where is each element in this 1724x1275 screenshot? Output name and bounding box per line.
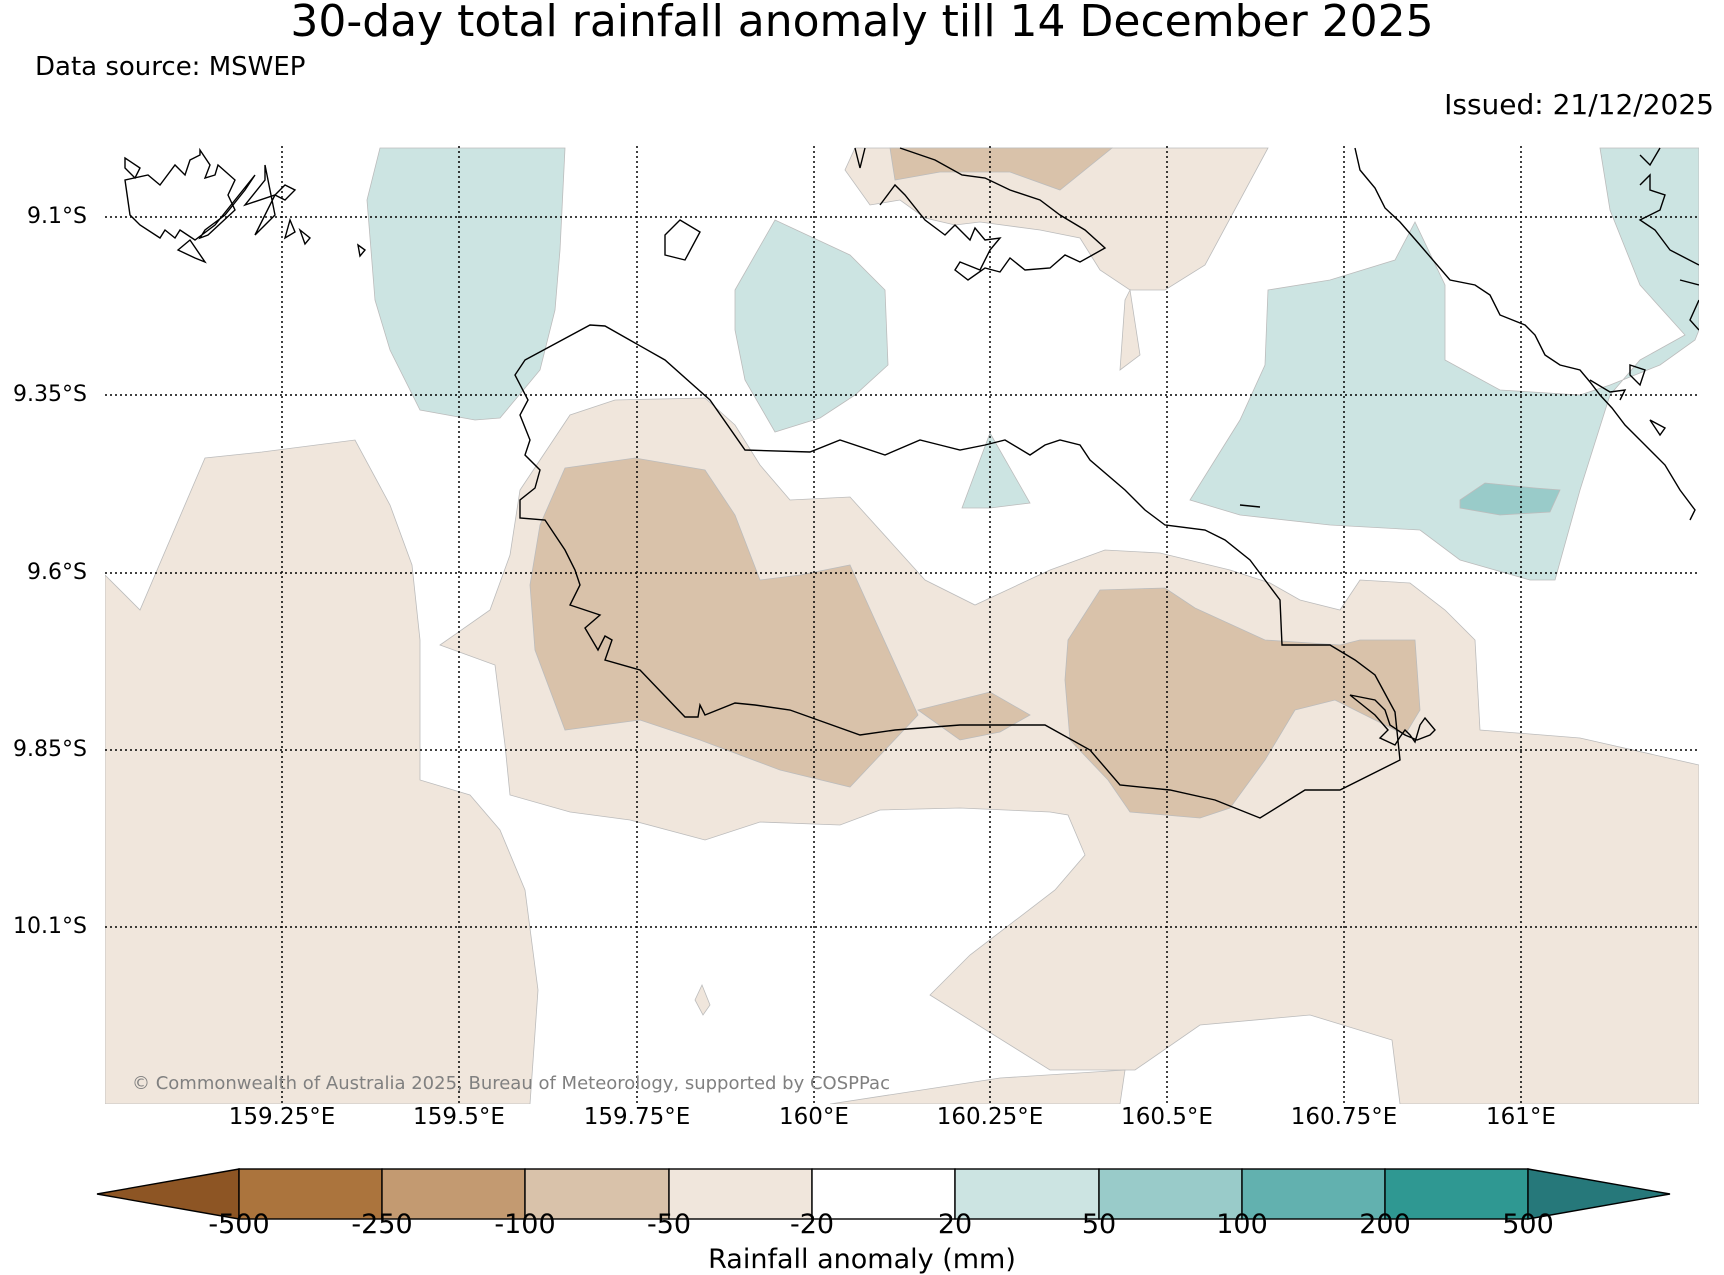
data-source: Data source: MSWEP [35, 52, 306, 82]
anomaly-medium-teal [1459, 482, 1561, 516]
colorbar-bin [1241, 1168, 1386, 1220]
lon-label: 160.75°E [1290, 1104, 1398, 1130]
colorbar-label: 100 [1216, 1209, 1268, 1240]
colorbar-label: -50 [646, 1209, 692, 1240]
lon-label: 160.25°E [936, 1104, 1044, 1130]
lat-label: 10.1°S [13, 914, 87, 939]
anomaly-light-teal [366, 147, 1699, 581]
gridlines [105, 146, 1699, 1104]
colorbar-title: Rainfall anomaly (mm) [708, 1244, 1016, 1275]
coastline [124, 147, 1699, 819]
colorbar-extend-high [1527, 1168, 1671, 1220]
copyright-notice: © Commonwealth of Australia 2025, Bureau… [132, 1073, 890, 1094]
lon-label: 161°E [1486, 1104, 1556, 1130]
lat-label: 9.1°S [27, 204, 87, 229]
lon-label: 159.25°E [228, 1104, 336, 1130]
lon-label: 160°E [779, 1104, 849, 1130]
colorbar-bin [1384, 1168, 1529, 1220]
colorbar-label: -100 [494, 1209, 556, 1240]
colorbar-label: -20 [789, 1209, 835, 1240]
colorbar-label: -500 [208, 1209, 270, 1240]
lon-label: 160.5°E [1121, 1104, 1213, 1130]
colorbar-label: 500 [1502, 1209, 1554, 1240]
chart-title: 30-day total rainfall anomaly till 14 De… [290, 0, 1434, 47]
colorbar-label: 200 [1359, 1209, 1411, 1240]
colorbar-bin [668, 1168, 813, 1220]
colorbar-label: -250 [351, 1209, 413, 1240]
lat-label: 9.6°S [27, 560, 87, 585]
lat-label: 9.35°S [13, 382, 87, 407]
colorbar-bin [524, 1168, 670, 1220]
issued-date: Issued: 21/12/2025 [1444, 88, 1714, 121]
colorbar-bin [954, 1168, 1100, 1220]
colorbar-label: 20 [937, 1209, 973, 1240]
map-area [105, 147, 1699, 1104]
lat-label: 9.85°S [13, 737, 87, 762]
lon-label: 159.5°E [413, 1104, 505, 1130]
colorbar-bin [381, 1168, 526, 1220]
anomaly-light-tan [105, 147, 1699, 1104]
colorbar-label: 50 [1081, 1209, 1117, 1240]
colorbar-bin [811, 1168, 956, 1220]
lon-label: 159.75°E [583, 1104, 691, 1130]
colorbar [96, 1168, 1671, 1220]
